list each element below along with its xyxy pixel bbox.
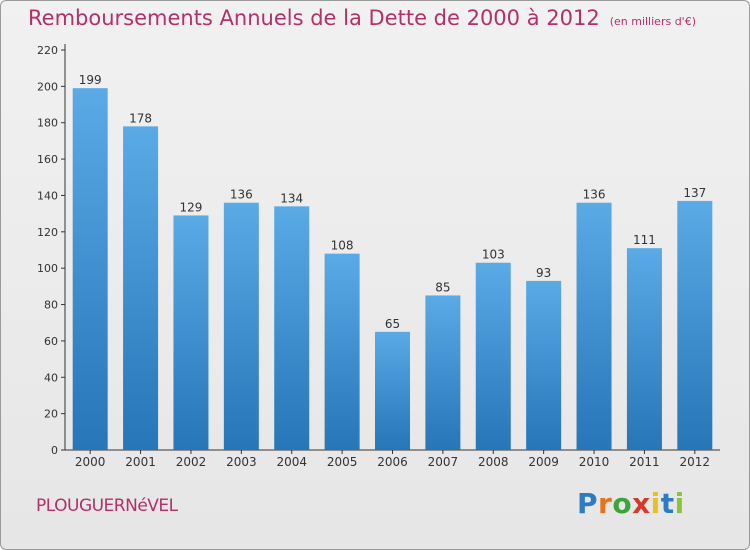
x-tick-label: 2003	[226, 455, 257, 469]
x-tick-label: 2009	[528, 455, 559, 469]
logo-letter: P	[577, 487, 599, 520]
bar-value-label: 134	[280, 191, 303, 205]
x-tick-label: 2000	[75, 455, 106, 469]
bar	[123, 126, 159, 450]
bar	[526, 280, 562, 450]
proxiti-logo: Proxiti	[577, 487, 685, 520]
logo-letter: i	[650, 487, 661, 520]
bar-value-label: 111	[633, 233, 656, 247]
logo-letter: r	[598, 487, 613, 520]
x-tick-label: 2004	[276, 455, 307, 469]
bar	[677, 200, 713, 450]
chart-title-text: Remboursements Annuels de la Dette de 20…	[28, 6, 600, 30]
y-tick-label: 80	[44, 299, 58, 312]
y-tick-label: 160	[37, 153, 58, 166]
x-tick-label: 2002	[176, 455, 207, 469]
bar-value-label: 178	[129, 111, 152, 125]
y-tick-label: 20	[44, 408, 58, 421]
bar	[324, 253, 360, 450]
commune-name: PLOUGUERNéVEL	[36, 496, 178, 516]
y-tick-label: 140	[37, 189, 58, 202]
bar-value-label: 129	[180, 200, 203, 214]
bar-value-label: 108	[331, 239, 354, 253]
bar-value-label: 103	[482, 248, 505, 262]
bar	[72, 88, 108, 450]
bar-value-label: 136	[583, 188, 606, 202]
x-tick-label: 2001	[125, 455, 156, 469]
y-tick-label: 40	[44, 371, 58, 384]
bar	[425, 295, 461, 450]
bar	[475, 262, 511, 450]
y-tick-label: 180	[37, 117, 58, 130]
logo-letter: i	[674, 487, 685, 520]
y-tick-label: 60	[44, 335, 58, 348]
bar	[274, 206, 310, 450]
bar-value-label: 137	[683, 186, 706, 200]
x-tick-label: 2008	[478, 455, 509, 469]
chart-title-unit: (en milliers d'€)	[609, 15, 696, 28]
bar-value-label: 93	[536, 266, 551, 280]
bar	[375, 331, 410, 450]
x-tick-label: 2011	[629, 455, 660, 469]
y-tick-label: 120	[37, 226, 58, 239]
bar-value-label: 85	[435, 280, 450, 294]
y-tick-label: 220	[37, 44, 58, 57]
chart-title: Remboursements Annuels de la Dette de 20…	[28, 6, 696, 30]
bar	[576, 202, 612, 450]
logo-letter: x	[632, 487, 651, 520]
y-tick-label: 200	[37, 80, 58, 93]
x-tick-label: 2006	[377, 455, 408, 469]
bar-value-label: 199	[79, 73, 102, 87]
x-tick-label: 2010	[579, 455, 610, 469]
bar	[173, 215, 209, 450]
bar-value-label: 65	[385, 317, 400, 331]
bar-value-label: 136	[230, 188, 253, 202]
y-tick-label: 100	[37, 262, 58, 275]
logo-letter: o	[612, 487, 633, 520]
y-tick-label: 0	[51, 444, 58, 457]
x-tick-label: 2012	[680, 455, 711, 469]
bar	[626, 248, 662, 450]
bar	[223, 202, 259, 450]
x-tick-label: 2005	[327, 455, 358, 469]
logo-letter: t	[660, 487, 675, 520]
x-tick-label: 2007	[428, 455, 459, 469]
